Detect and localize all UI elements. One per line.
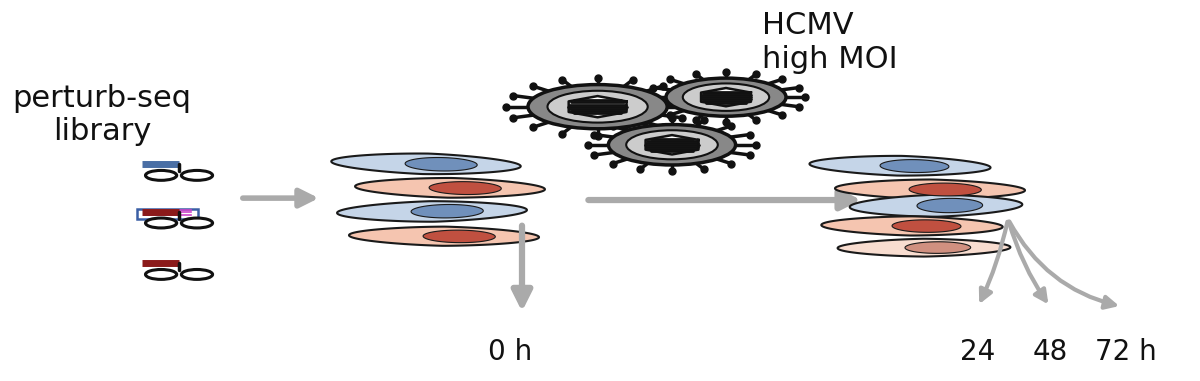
- Polygon shape: [424, 230, 496, 243]
- Circle shape: [683, 83, 769, 111]
- Circle shape: [626, 130, 718, 159]
- Text: 0 h: 0 h: [488, 338, 532, 366]
- Circle shape: [666, 78, 786, 116]
- Circle shape: [608, 125, 736, 165]
- Text: 48: 48: [1032, 338, 1068, 366]
- Polygon shape: [910, 183, 982, 196]
- Polygon shape: [838, 239, 1010, 256]
- Circle shape: [181, 170, 212, 180]
- Text: 24: 24: [960, 338, 996, 366]
- Polygon shape: [850, 195, 1022, 217]
- Polygon shape: [331, 154, 521, 174]
- Circle shape: [181, 269, 212, 279]
- Circle shape: [145, 269, 176, 279]
- Polygon shape: [821, 216, 1003, 235]
- Polygon shape: [430, 182, 502, 195]
- Polygon shape: [810, 156, 990, 176]
- Polygon shape: [406, 157, 478, 171]
- Circle shape: [181, 218, 212, 228]
- Polygon shape: [892, 220, 961, 232]
- Polygon shape: [917, 199, 983, 213]
- Polygon shape: [646, 135, 698, 154]
- Text: 72 h: 72 h: [1094, 338, 1157, 366]
- Polygon shape: [337, 201, 527, 222]
- Polygon shape: [412, 205, 484, 218]
- Polygon shape: [905, 242, 971, 253]
- Circle shape: [547, 91, 648, 123]
- Polygon shape: [701, 88, 751, 106]
- Text: HCMV
high MOI: HCMV high MOI: [762, 11, 898, 74]
- Polygon shape: [569, 96, 626, 117]
- FancyBboxPatch shape: [137, 209, 198, 219]
- Polygon shape: [835, 179, 1025, 199]
- Polygon shape: [355, 178, 545, 198]
- Polygon shape: [349, 227, 539, 246]
- Circle shape: [145, 218, 176, 228]
- Polygon shape: [880, 160, 949, 173]
- Text: perturb-seq
library: perturb-seq library: [12, 84, 192, 146]
- Circle shape: [145, 170, 176, 180]
- Circle shape: [528, 85, 667, 129]
